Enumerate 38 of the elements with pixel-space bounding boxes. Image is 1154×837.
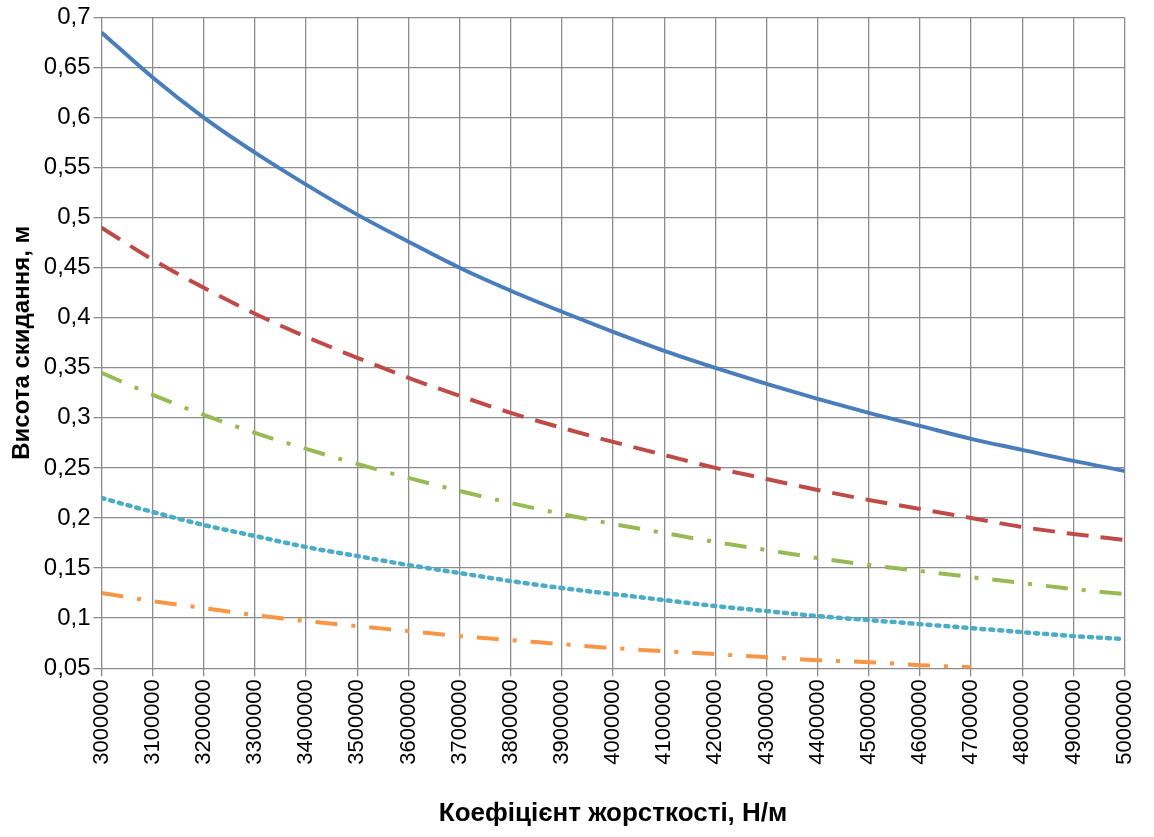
x-tick-label: 3100000: [138, 679, 164, 765]
y-axis-title: Висота скидання, м: [7, 225, 35, 460]
y-tick-label: 0,2: [57, 502, 91, 530]
x-tick-label: 4700000: [957, 679, 983, 765]
y-tick-label: 0,3: [57, 402, 91, 430]
x-tick-label: 3600000: [394, 679, 420, 765]
x-tick-label: 4000000: [599, 679, 625, 765]
x-tick-label: 4500000: [854, 679, 880, 765]
y-tick-label: 0,65: [43, 52, 91, 80]
x-tick-label: 3700000: [445, 679, 471, 765]
x-tick-label: 3000000: [87, 679, 113, 765]
y-tick-label: 0,35: [43, 352, 91, 380]
x-tick-label: 3500000: [343, 679, 369, 765]
x-tick-label: 3400000: [292, 679, 318, 765]
x-tick-label: 4100000: [650, 679, 676, 765]
y-tick-label: 0,7: [57, 2, 91, 30]
x-tick-label: 4300000: [752, 679, 778, 765]
x-tick-label: 4800000: [1008, 679, 1034, 765]
x-tick-label: 3300000: [241, 679, 267, 765]
y-tick-label: 0,05: [43, 652, 91, 680]
x-tick-label: 4600000: [906, 679, 932, 765]
x-tick-label: 3800000: [496, 679, 522, 765]
y-tick-label: 0,4: [57, 302, 91, 330]
y-tick-label: 0,25: [43, 452, 91, 480]
x-tick-label: 4200000: [701, 679, 727, 765]
y-tick-label: 0,45: [43, 252, 91, 280]
y-tick-label: 0,15: [43, 552, 91, 580]
x-tick-label: 3200000: [189, 679, 215, 765]
x-tick-label: 5000000: [1110, 679, 1136, 765]
y-tick-label: 0,5: [57, 202, 91, 230]
x-tick-label: 4400000: [803, 679, 829, 765]
x-axis-title: Коефіцієнт жорсткості, Н/м: [438, 796, 788, 827]
x-tick-label: 4900000: [1059, 679, 1085, 765]
x-tick-label: 3900000: [547, 679, 573, 765]
y-tick-label: 0,6: [57, 102, 91, 130]
y-tick-label: 0,55: [43, 152, 91, 180]
line-series: [101, 591, 974, 669]
y-tick-label: 0,1: [57, 602, 91, 630]
